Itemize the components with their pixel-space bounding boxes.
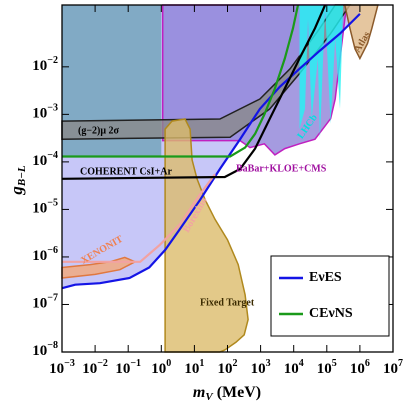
- y-tick-label: 10−4: [32, 150, 58, 169]
- y-tick-label: 10−6: [32, 245, 58, 264]
- x-tick-label: 102: [218, 358, 238, 377]
- curves: [61, 4, 361, 290]
- x-tick-label: 10−2: [82, 358, 108, 377]
- annotation: BaBar+KLOE+CMS: [236, 163, 327, 174]
- x-tick-label: 104: [284, 358, 304, 377]
- region: [62, 5, 162, 157]
- y-tick-label: 10−7: [32, 293, 58, 312]
- x-tick-label: 101: [184, 358, 204, 377]
- y-tick-label: 10−8: [32, 340, 58, 359]
- y-tick-label: 10−5: [32, 198, 58, 217]
- x-tick-label: 105: [317, 358, 337, 377]
- x-axis-label: mV (MeV): [193, 384, 261, 403]
- y-tick-label: 10−3: [32, 103, 58, 122]
- curve: [61, 13, 361, 290]
- legend-box: [270, 255, 390, 337]
- region: [343, 4, 379, 61]
- x-tick-label: 10−3: [49, 358, 75, 377]
- x-tick-label: 100: [151, 358, 171, 377]
- x-tick-label: 103: [251, 358, 271, 377]
- x-tick-label: 107: [383, 358, 403, 377]
- annotation: (g−2)μ 2σ: [78, 125, 120, 136]
- y-tick-label: 10−2: [32, 55, 58, 74]
- legend-label: EνES: [309, 270, 342, 285]
- y-axis-label: gB−L: [7, 165, 28, 196]
- curve: [61, 4, 327, 180]
- annotation: COHERENT CsI+Ar: [80, 166, 172, 177]
- legend-label: CEνNS: [309, 306, 353, 321]
- annotation: Fixed Target: [200, 297, 255, 308]
- curve: [62, 173, 216, 263]
- x-tick-label: 10−1: [115, 358, 141, 377]
- x-tick-label: 106: [350, 358, 370, 377]
- curve: [62, 4, 300, 158]
